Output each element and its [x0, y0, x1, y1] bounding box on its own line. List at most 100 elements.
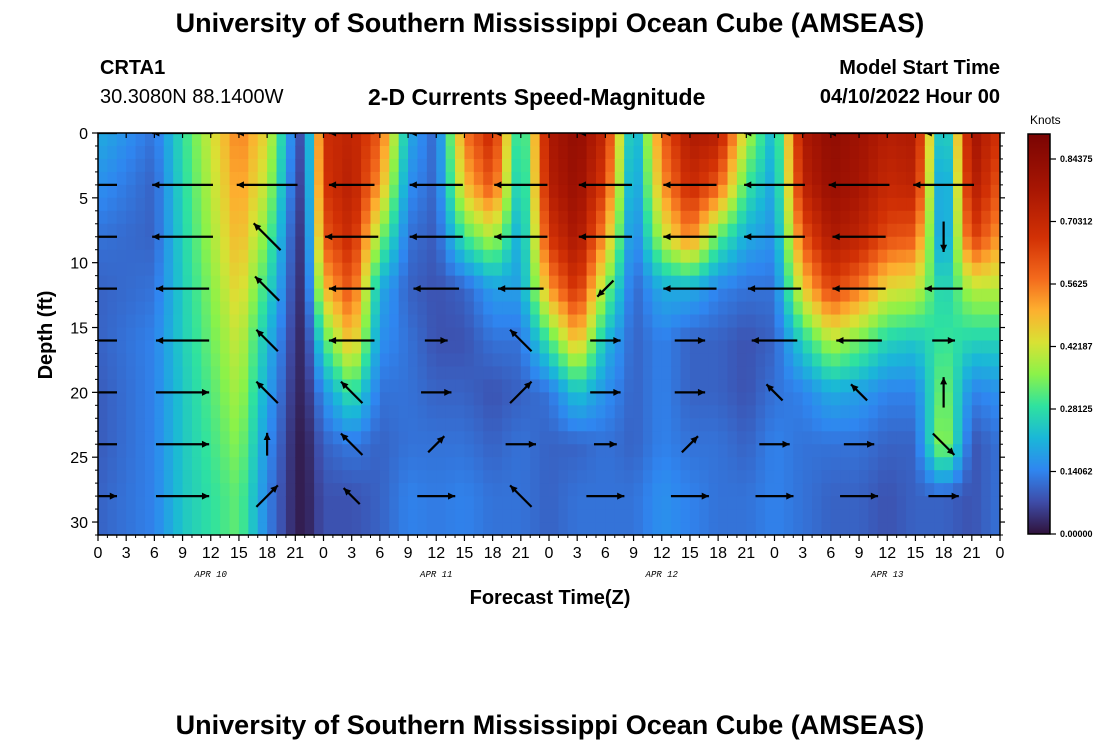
current-vector — [940, 377, 948, 408]
heatmap-cell — [436, 379, 447, 393]
heatmap-cell — [689, 327, 700, 342]
heatmap-cell — [408, 327, 419, 342]
heatmap-cell — [455, 249, 466, 264]
heatmap-cell — [924, 301, 935, 316]
heatmap-cell — [624, 353, 635, 368]
heatmap-cell — [783, 184, 794, 199]
heatmap-cell — [849, 483, 860, 497]
heatmap-cell — [642, 366, 653, 380]
heatmap-cell — [689, 249, 700, 264]
heatmap-cell — [248, 327, 259, 342]
heatmap-cell — [398, 314, 409, 329]
heatmap-cell — [793, 171, 804, 186]
heatmap-cell — [849, 470, 860, 484]
heatmap-cell — [229, 327, 240, 342]
heatmap-cell — [586, 483, 597, 497]
heatmap-cell — [229, 392, 240, 406]
heatmap-cell — [793, 379, 804, 393]
current-vector — [421, 388, 452, 396]
heatmap-cell — [248, 133, 259, 147]
heatmap-cell — [633, 496, 644, 510]
heatmap-cell — [802, 353, 813, 368]
heatmap-cell — [267, 496, 278, 510]
heatmap-cell — [633, 133, 644, 147]
heatmap-cell — [708, 509, 719, 523]
heatmap-cell — [840, 249, 851, 264]
heatmap-cell — [708, 249, 719, 264]
heatmap-cell — [877, 314, 888, 329]
heatmap-cell — [285, 184, 296, 199]
heatmap-cell — [868, 171, 879, 186]
heatmap-cell — [304, 496, 315, 510]
heatmap-cell — [868, 158, 879, 173]
heatmap-cell — [971, 470, 982, 484]
heatmap-cell — [539, 496, 550, 510]
heatmap-cell — [953, 327, 964, 342]
heatmap-cell — [379, 236, 390, 251]
heatmap-cell — [755, 483, 766, 497]
heatmap-cell — [398, 522, 409, 535]
heatmap-cell — [736, 223, 747, 238]
heatmap-cell — [154, 236, 165, 251]
heatmap-cell — [868, 275, 879, 290]
heatmap-cell — [304, 457, 315, 471]
heatmap-cell — [135, 366, 146, 380]
heatmap-cell — [530, 327, 541, 342]
heatmap-cell — [859, 340, 870, 355]
heatmap-cell — [126, 327, 137, 342]
heatmap-cell — [727, 171, 738, 186]
x-tick-label: 3 — [798, 545, 807, 562]
heatmap-cell — [943, 327, 954, 342]
y-tick-label: 0 — [79, 126, 88, 143]
heatmap-cell — [332, 379, 343, 393]
heatmap-cell — [98, 366, 108, 380]
heatmap-cell — [492, 236, 503, 251]
heatmap-cell — [323, 340, 334, 355]
heatmap-cell — [887, 496, 898, 510]
heatmap-cell — [567, 327, 578, 342]
heatmap-cell — [755, 431, 766, 445]
heatmap-cell — [595, 392, 606, 406]
heatmap-cell — [934, 405, 945, 419]
heatmap-cell — [530, 496, 541, 510]
heatmap-cell — [342, 171, 353, 186]
heatmap-cell — [765, 275, 776, 290]
heatmap-cell — [877, 444, 888, 458]
heatmap-cell — [182, 431, 193, 445]
heatmap-cell — [370, 236, 381, 251]
vector-head — [751, 337, 759, 344]
heatmap-cell — [304, 366, 315, 380]
heatmap-cell — [455, 275, 466, 290]
heatmap-cell — [389, 288, 400, 303]
heatmap-cell — [257, 366, 268, 380]
heatmap-cell — [736, 470, 747, 484]
heatmap-cell — [971, 483, 982, 497]
heatmap-cell — [633, 522, 644, 535]
heatmap-cell — [953, 262, 964, 277]
heatmap-cell — [182, 288, 193, 303]
heatmap-cell — [746, 327, 757, 342]
heatmap-cell — [107, 444, 118, 458]
heatmap-cell — [351, 340, 362, 355]
heatmap-cell — [426, 262, 437, 277]
heatmap-cell — [671, 275, 682, 290]
heatmap-cell — [163, 249, 174, 264]
heatmap-cell — [652, 340, 663, 355]
heatmap-cell — [549, 133, 559, 147]
heatmap-cell — [840, 379, 851, 393]
heatmap-cell — [285, 353, 296, 368]
heatmap-cell — [765, 145, 776, 160]
heatmap-cell — [182, 249, 193, 264]
heatmap-cell — [389, 275, 400, 290]
heatmap-cell — [624, 509, 635, 523]
heatmap-cell — [680, 171, 691, 186]
heatmap-cell — [943, 133, 954, 147]
heatmap-cell — [520, 288, 531, 303]
heatmap-cell — [144, 275, 155, 290]
heatmap-cell — [154, 275, 165, 290]
heatmap-cell — [727, 133, 738, 147]
heatmap-cell — [924, 457, 935, 471]
heatmap-cell — [924, 223, 935, 238]
heatmap-cell — [201, 275, 212, 290]
heatmap-cell — [361, 392, 372, 406]
